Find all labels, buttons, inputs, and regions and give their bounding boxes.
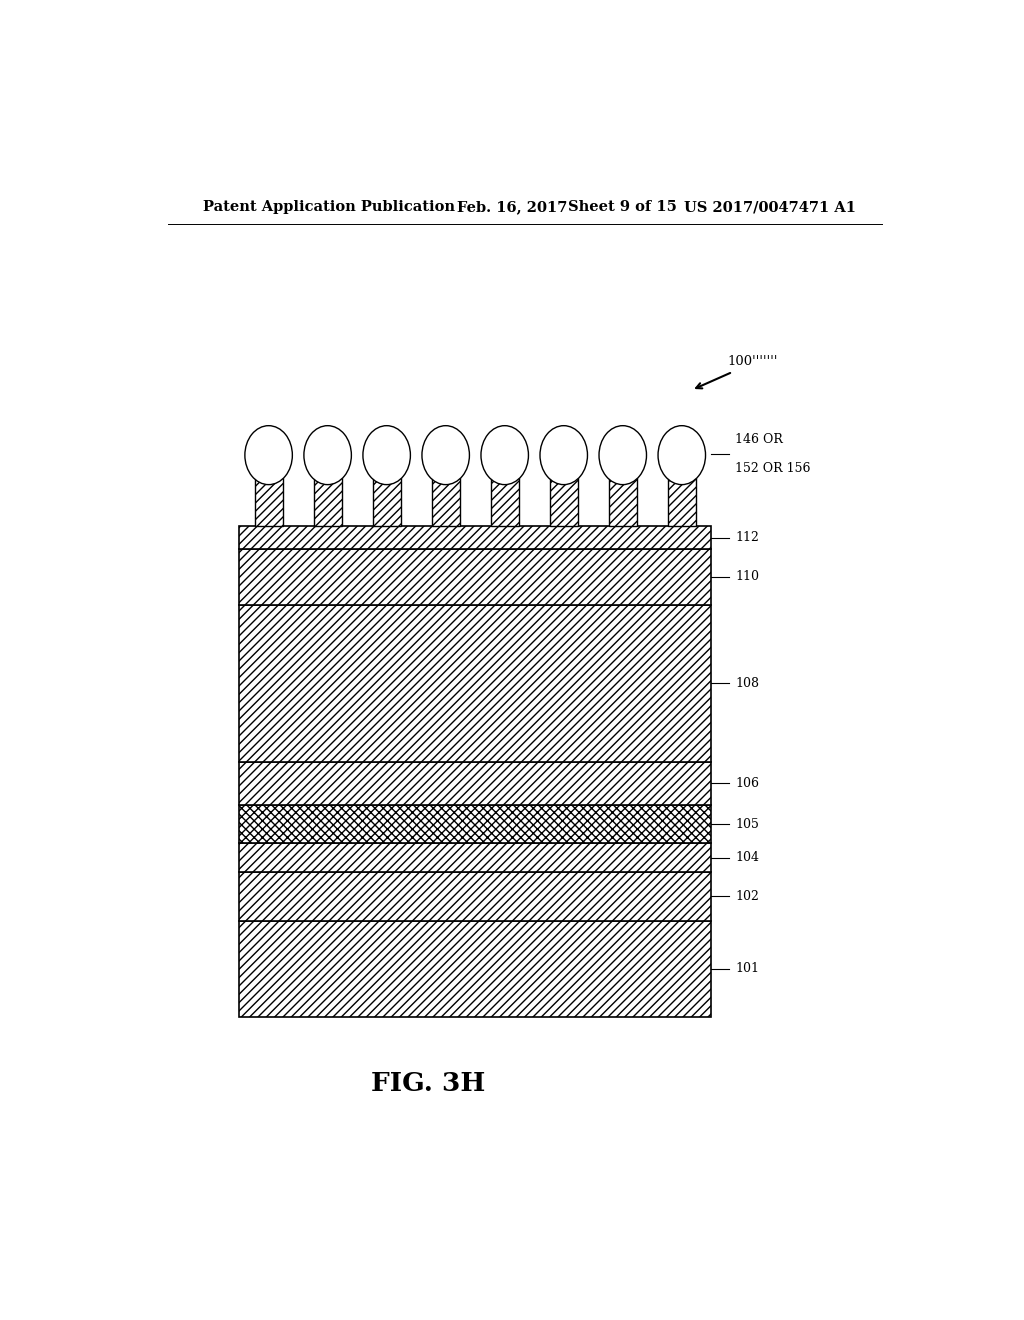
Text: Feb. 16, 2017: Feb. 16, 2017: [458, 201, 567, 214]
Text: Patent Application Publication: Patent Application Publication: [204, 201, 456, 214]
Bar: [240, 843, 712, 873]
Bar: [240, 921, 712, 1018]
Text: 100''''''': 100''''''': [727, 355, 777, 368]
Bar: [240, 805, 712, 843]
Bar: [240, 549, 712, 605]
Ellipse shape: [362, 425, 411, 484]
Text: 102: 102: [735, 890, 759, 903]
Bar: [313, 478, 342, 527]
Bar: [608, 478, 637, 527]
Bar: [255, 478, 283, 527]
Text: 146 OR: 146 OR: [735, 433, 783, 446]
Ellipse shape: [481, 425, 528, 484]
Bar: [240, 873, 712, 921]
Ellipse shape: [658, 425, 706, 484]
Bar: [550, 478, 578, 527]
Ellipse shape: [599, 425, 646, 484]
Text: 104: 104: [735, 851, 759, 865]
Ellipse shape: [540, 425, 588, 484]
Bar: [240, 762, 712, 805]
Ellipse shape: [304, 425, 351, 484]
Text: Sheet 9 of 15: Sheet 9 of 15: [568, 201, 677, 214]
Text: 112: 112: [735, 531, 759, 544]
Text: 110: 110: [735, 570, 759, 583]
Bar: [490, 478, 519, 527]
Bar: [240, 527, 712, 549]
Bar: [373, 478, 400, 527]
Ellipse shape: [422, 425, 469, 484]
Bar: [240, 605, 712, 762]
Bar: [668, 478, 696, 527]
Text: 106: 106: [735, 777, 759, 789]
Text: 105: 105: [735, 817, 759, 830]
Bar: [432, 478, 460, 527]
Text: 152 OR 156: 152 OR 156: [735, 462, 811, 475]
Text: FIG. 3H: FIG. 3H: [372, 1071, 485, 1096]
Text: 108: 108: [735, 677, 759, 690]
Text: 101: 101: [735, 962, 759, 975]
Ellipse shape: [245, 425, 293, 484]
Text: US 2017/0047471 A1: US 2017/0047471 A1: [684, 201, 855, 214]
